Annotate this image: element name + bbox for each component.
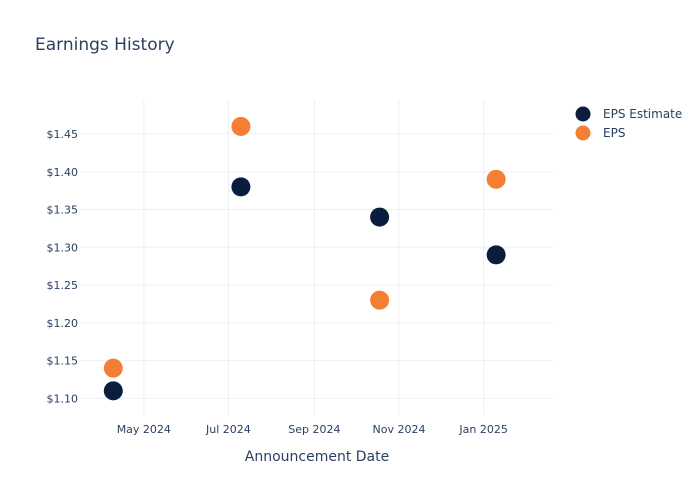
data-point-eps[interactable] xyxy=(103,358,123,378)
grid-lines xyxy=(80,100,553,415)
y-tick-label: $1.30 xyxy=(47,241,79,254)
data-point-eps-estimate[interactable] xyxy=(231,177,251,197)
x-tick-label: Nov 2024 xyxy=(373,423,426,436)
data-point-eps[interactable] xyxy=(370,290,390,310)
legend-item[interactable]: EPS xyxy=(575,125,626,141)
x-tick-label: Sep 2024 xyxy=(288,423,340,436)
legend-label: EPS Estimate xyxy=(603,107,682,121)
y-tick-label: $1.10 xyxy=(47,392,79,405)
y-tick-label: $1.40 xyxy=(47,166,79,179)
legend-label: EPS xyxy=(603,126,625,140)
y-tick-label: $1.15 xyxy=(47,355,79,368)
y-tick-label: $1.45 xyxy=(47,128,79,141)
y-axis-tick-labels: $1.10 $1.15 $1.20 $1.25 $1.30 $1.35 $1.40 $1.45 xyxy=(47,128,79,405)
y-tick-label: $1.20 xyxy=(47,317,79,330)
chart-title: Earnings History xyxy=(35,35,175,55)
legend-marker xyxy=(575,106,591,122)
legend: EPS Estimate EPS xyxy=(575,106,683,141)
data-point-eps-estimate[interactable] xyxy=(370,207,390,227)
x-axis-title: Announcement Date xyxy=(245,449,389,465)
x-tick-label: Jan 2025 xyxy=(458,423,507,436)
x-tick-label: Jul 2024 xyxy=(205,423,251,436)
data-point-eps-estimate[interactable] xyxy=(486,245,506,265)
x-axis-tick-labels: May 2024 Jul 2024 Sep 2024 Nov 2024 Jan 2025 xyxy=(117,423,508,436)
legend-item[interactable]: EPS Estimate xyxy=(575,106,683,122)
data-point-eps[interactable] xyxy=(486,169,506,189)
data-point-eps-estimate[interactable] xyxy=(103,381,123,401)
legend-marker xyxy=(575,125,591,141)
x-tick-label: May 2024 xyxy=(117,423,171,436)
data-point-eps[interactable] xyxy=(231,116,251,136)
data-points xyxy=(103,116,506,401)
y-tick-label: $1.35 xyxy=(47,204,79,217)
y-tick-label: $1.25 xyxy=(47,279,79,292)
